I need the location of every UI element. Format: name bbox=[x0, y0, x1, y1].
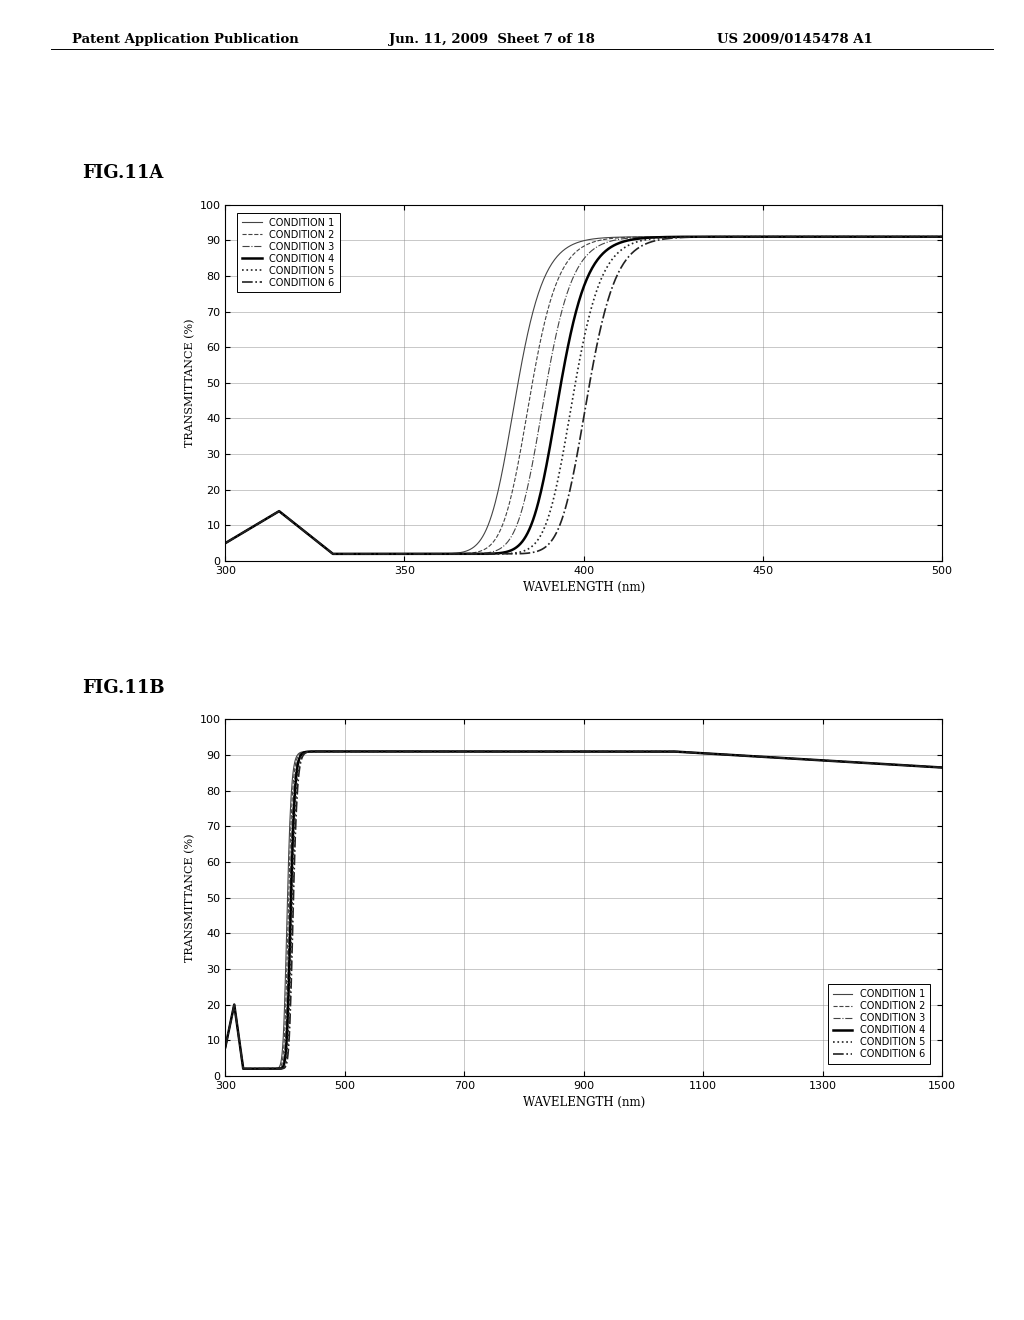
Text: Patent Application Publication: Patent Application Publication bbox=[72, 33, 298, 46]
Text: Jun. 11, 2009  Sheet 7 of 18: Jun. 11, 2009 Sheet 7 of 18 bbox=[389, 33, 595, 46]
Legend: CONDITION 1, CONDITION 2, CONDITION 3, CONDITION 4, CONDITION 5, CONDITION 6: CONDITION 1, CONDITION 2, CONDITION 3, C… bbox=[827, 985, 930, 1064]
Legend: CONDITION 1, CONDITION 2, CONDITION 3, CONDITION 4, CONDITION 5, CONDITION 6: CONDITION 1, CONDITION 2, CONDITION 3, C… bbox=[238, 213, 340, 293]
Y-axis label: TRANSMITTANCE (%): TRANSMITTANCE (%) bbox=[185, 833, 196, 962]
X-axis label: WAVELENGTH (nm): WAVELENGTH (nm) bbox=[522, 581, 645, 594]
X-axis label: WAVELENGTH (nm): WAVELENGTH (nm) bbox=[522, 1096, 645, 1109]
Y-axis label: TRANSMITTANCE (%): TRANSMITTANCE (%) bbox=[185, 318, 196, 447]
Text: FIG.11A: FIG.11A bbox=[82, 164, 163, 182]
Text: FIG.11B: FIG.11B bbox=[82, 678, 165, 697]
Text: US 2009/0145478 A1: US 2009/0145478 A1 bbox=[717, 33, 872, 46]
